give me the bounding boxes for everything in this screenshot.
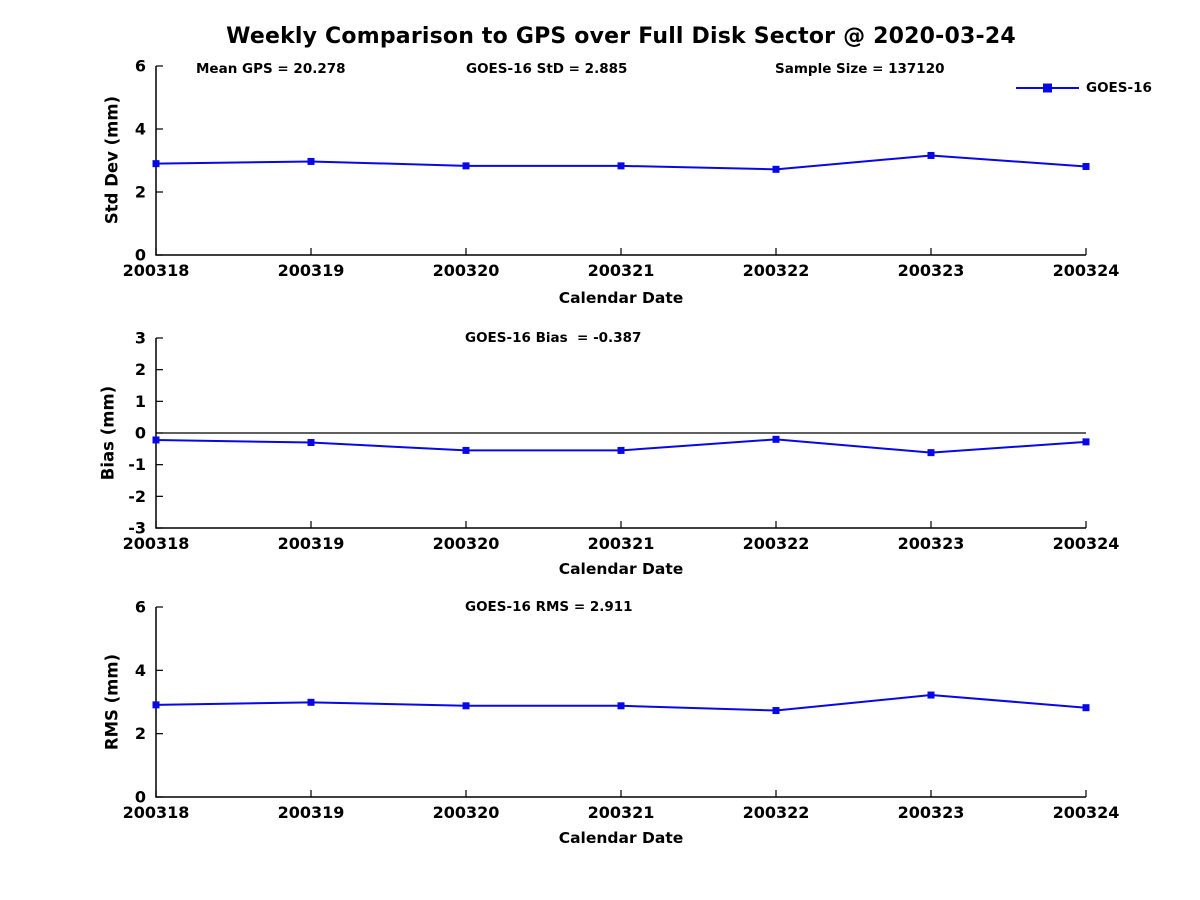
bias-x-tick-label: 200319 bbox=[278, 534, 345, 553]
std-dev-x-tick-label: 200321 bbox=[588, 261, 655, 280]
rms-x-tick-label: 200321 bbox=[588, 803, 655, 822]
x-axis-label-stddev: Calendar Date bbox=[558, 289, 684, 307]
rms-x-tick-label: 200319 bbox=[278, 803, 345, 822]
bias-y-tick-label: 2 bbox=[135, 360, 146, 379]
x-axis-label-bias: Calendar Date bbox=[558, 560, 684, 578]
rms-data-point-marker bbox=[1082, 704, 1090, 712]
bias-y-tick-label: -2 bbox=[128, 487, 146, 506]
bias-x-tick-label: 200321 bbox=[588, 534, 655, 553]
rms-data-point-marker bbox=[462, 702, 470, 710]
bias-y-tick-label: 0 bbox=[135, 424, 146, 443]
annotation-goes16-std: GOES-16 StD = 2.885 bbox=[466, 61, 628, 77]
rms-y-tick-label: 6 bbox=[135, 598, 146, 617]
rms-x-tick-label: 200322 bbox=[743, 803, 810, 822]
legend-marker-sample bbox=[1043, 83, 1052, 93]
rms-data-point-marker bbox=[152, 701, 160, 709]
annotation-sample-size: Sample Size = 137120 bbox=[775, 61, 945, 77]
std-dev-data-point-marker bbox=[772, 165, 780, 173]
std-dev-x-tick-label: 200322 bbox=[743, 261, 810, 280]
std-dev-x-tick-label: 200318 bbox=[123, 261, 190, 280]
bias-data-point-marker bbox=[307, 439, 315, 446]
page-title: Weekly Comparison to GPS over Full Disk … bbox=[226, 24, 1016, 49]
annotation-goes16-rms: GOES-16 RMS = 2.911 bbox=[465, 599, 633, 615]
std-dev-x-tick-label: 200324 bbox=[1053, 261, 1120, 280]
std-dev-data-point-marker bbox=[307, 157, 315, 165]
rms-y-tick-label: 2 bbox=[135, 724, 146, 743]
std-dev-data-point-marker bbox=[927, 151, 935, 159]
std-dev-x-tick-label: 200323 bbox=[898, 261, 965, 280]
std-dev-x-tick-label: 200320 bbox=[433, 261, 500, 280]
bias-data-point-marker bbox=[772, 435, 780, 443]
bias-x-tick-label: 200320 bbox=[433, 534, 500, 553]
bias-data-point-marker bbox=[152, 436, 160, 444]
legend-label: GOES-16 bbox=[1086, 80, 1152, 96]
y-axis-label-bias: Bias (mm) bbox=[98, 385, 118, 481]
rms-x-tick-label: 200320 bbox=[433, 803, 500, 822]
rms-data-point-marker bbox=[772, 707, 780, 715]
bias-y-tick-label: 1 bbox=[135, 392, 146, 411]
std-dev-y-tick-label: 2 bbox=[135, 183, 146, 202]
bias-x-tick-label: 200324 bbox=[1053, 534, 1120, 553]
y-axis-label-rms: RMS (mm) bbox=[102, 653, 122, 751]
bias-x-tick-label: 200322 bbox=[743, 534, 810, 553]
rms-y-tick-label: 0 bbox=[135, 788, 146, 807]
bias-data-point-marker bbox=[462, 446, 470, 454]
bias-y-tick-label: -3 bbox=[128, 519, 146, 538]
rms-y-tick-label: 4 bbox=[135, 661, 146, 680]
std-dev-y-tick-label: 0 bbox=[135, 246, 146, 265]
rms-data-point-marker bbox=[927, 691, 935, 699]
std-dev-data-point-marker bbox=[152, 160, 160, 168]
annotation-goes16-bias: GOES-16 Bias = -0.387 bbox=[465, 330, 642, 346]
rms-data-point-marker bbox=[307, 698, 315, 706]
bias-data-point-marker bbox=[617, 446, 625, 454]
bias-y-tick-label: -1 bbox=[128, 455, 146, 474]
rms-data-point-marker bbox=[617, 702, 625, 710]
y-axis-label-stddev: Std Dev (mm) bbox=[102, 95, 122, 225]
bias-x-tick-label: 200323 bbox=[898, 534, 965, 553]
annotation-mean-gps: Mean GPS = 20.278 bbox=[196, 61, 346, 77]
std-dev-x-tick-label: 200319 bbox=[278, 261, 345, 280]
bias-x-tick-label: 200318 bbox=[123, 534, 190, 553]
std-dev-axes bbox=[155, 66, 1086, 256]
bias-data-point-marker bbox=[927, 449, 935, 457]
std-dev-y-tick-label: 6 bbox=[135, 57, 146, 76]
std-dev-data-point-marker bbox=[1082, 162, 1090, 170]
x-axis-label-rms: Calendar Date bbox=[558, 829, 684, 847]
std-dev-y-tick-label: 4 bbox=[135, 120, 146, 139]
bias-y-tick-label: 3 bbox=[135, 329, 146, 348]
std-dev-data-point-marker bbox=[462, 162, 470, 170]
rms-x-tick-label: 200324 bbox=[1053, 803, 1120, 822]
std-dev-data-point-marker bbox=[617, 162, 625, 170]
rms-x-tick-label: 200318 bbox=[123, 803, 190, 822]
bias-data-point-marker bbox=[1082, 438, 1090, 446]
rms-x-tick-label: 200323 bbox=[898, 803, 965, 822]
